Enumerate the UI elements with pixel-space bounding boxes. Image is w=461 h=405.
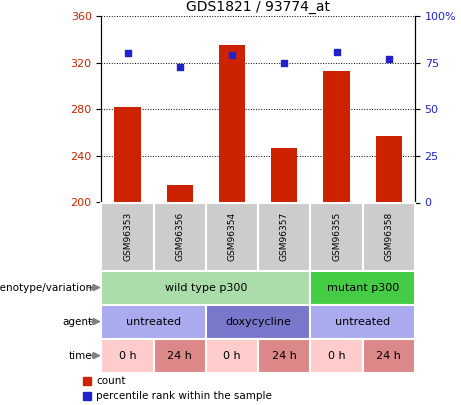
Text: GSM96358: GSM96358 bbox=[384, 212, 393, 261]
Text: 0 h: 0 h bbox=[223, 351, 241, 360]
Text: GSM96354: GSM96354 bbox=[228, 212, 236, 261]
Text: GSM96356: GSM96356 bbox=[175, 212, 184, 261]
Text: mutant p300: mutant p300 bbox=[326, 283, 399, 292]
Text: agent: agent bbox=[62, 317, 92, 326]
Text: wild type p300: wild type p300 bbox=[165, 283, 247, 292]
Bar bbox=[376, 136, 402, 202]
Text: GSM96357: GSM96357 bbox=[280, 212, 289, 261]
Text: GSM96355: GSM96355 bbox=[332, 212, 341, 261]
Point bbox=[176, 63, 183, 70]
Text: doxycycline: doxycycline bbox=[225, 317, 291, 326]
Title: GDS1821 / 93774_at: GDS1821 / 93774_at bbox=[186, 0, 330, 14]
Text: genotype/variation: genotype/variation bbox=[0, 283, 92, 292]
Bar bbox=[206, 305, 310, 339]
Text: untreated: untreated bbox=[126, 317, 181, 326]
Bar bbox=[363, 202, 415, 271]
Bar bbox=[154, 202, 206, 271]
Bar bbox=[258, 339, 310, 373]
Bar bbox=[310, 202, 363, 271]
Text: 24 h: 24 h bbox=[272, 351, 297, 360]
Bar bbox=[363, 339, 415, 373]
Text: GSM96353: GSM96353 bbox=[123, 212, 132, 261]
Point bbox=[385, 56, 392, 62]
Bar bbox=[271, 148, 297, 202]
Bar bbox=[167, 185, 193, 202]
Bar bbox=[101, 339, 154, 373]
Bar bbox=[101, 271, 310, 305]
Text: 24 h: 24 h bbox=[167, 351, 192, 360]
Text: 0 h: 0 h bbox=[328, 351, 345, 360]
Point bbox=[124, 50, 131, 57]
Bar bbox=[114, 107, 141, 202]
Bar bbox=[101, 305, 206, 339]
Bar bbox=[310, 271, 415, 305]
Point bbox=[281, 60, 288, 66]
Legend: count, percentile rank within the sample: count, percentile rank within the sample bbox=[83, 376, 272, 401]
Bar bbox=[258, 202, 310, 271]
Text: time: time bbox=[69, 351, 92, 360]
Bar bbox=[310, 305, 415, 339]
Bar bbox=[101, 202, 154, 271]
Text: 0 h: 0 h bbox=[119, 351, 136, 360]
Point bbox=[333, 48, 340, 55]
Bar bbox=[324, 71, 349, 202]
Bar bbox=[206, 202, 258, 271]
Bar bbox=[206, 339, 258, 373]
Bar bbox=[154, 339, 206, 373]
Text: 24 h: 24 h bbox=[376, 351, 401, 360]
Bar bbox=[310, 339, 363, 373]
Text: untreated: untreated bbox=[335, 317, 390, 326]
Point bbox=[228, 52, 236, 59]
Bar bbox=[219, 45, 245, 202]
